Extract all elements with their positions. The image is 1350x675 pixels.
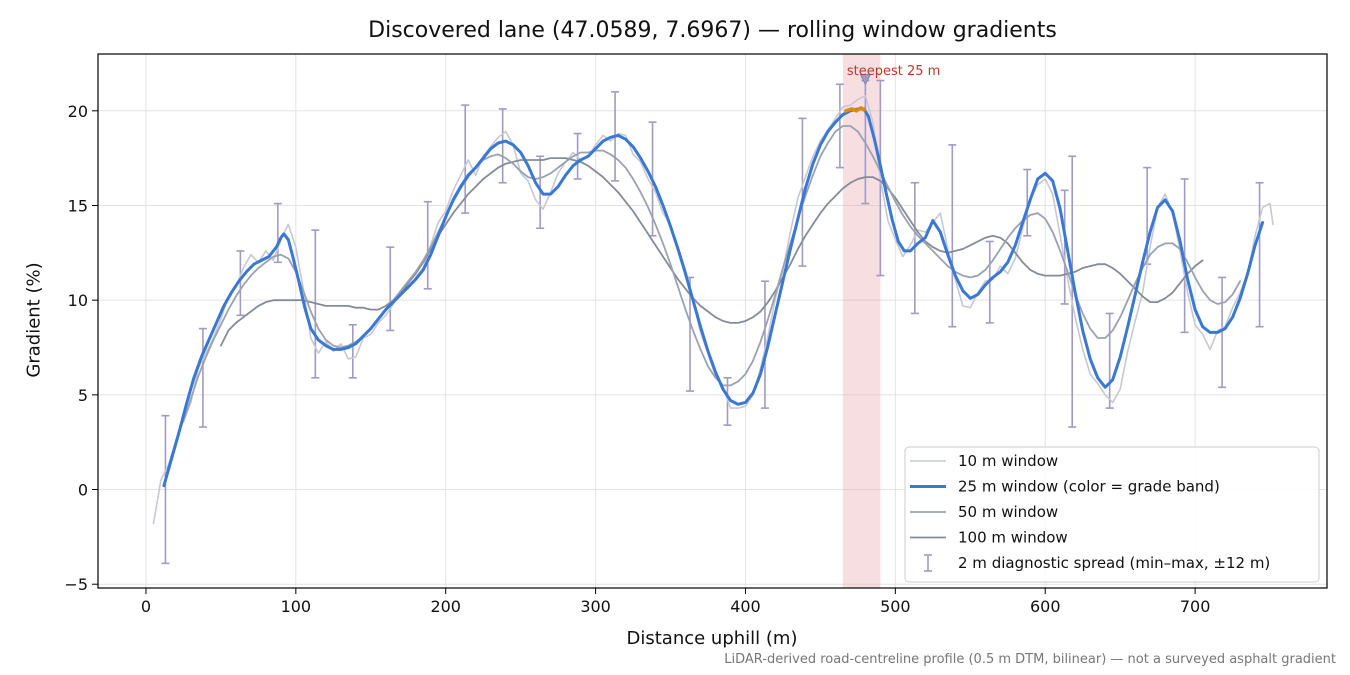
- x-tick-label: 100: [281, 597, 312, 616]
- y-tick-label: 20: [68, 102, 88, 121]
- x-tick-label: 300: [580, 597, 611, 616]
- x-tick-label: 600: [1030, 597, 1061, 616]
- y-tick-label: 15: [68, 196, 88, 215]
- y-tick-label: −5: [64, 575, 88, 594]
- x-tick-label: 200: [430, 597, 461, 616]
- y-tick-label: 0: [78, 481, 88, 500]
- steepest-label: steepest 25 m: [847, 64, 940, 79]
- plot-frame: [97, 53, 1328, 589]
- legend-label: 100 m window: [958, 529, 1068, 547]
- y-tick-label: 5: [78, 386, 88, 405]
- x-axis-label: Distance uphill (m): [626, 628, 798, 649]
- x-tick-label: 500: [880, 597, 911, 616]
- series-line-1: [162, 107, 1265, 488]
- y-tick-label: 10: [68, 291, 88, 310]
- legend-label: 10 m window: [958, 452, 1058, 470]
- steepest-segment: [844, 105, 866, 113]
- series-line-2: [182, 125, 1241, 423]
- series-group: [152, 79, 1274, 565]
- steepest-marker: [859, 74, 872, 86]
- series-line-0: [152, 94, 1274, 525]
- x-tick-label: 0: [141, 597, 151, 616]
- x-tick-label: 700: [1180, 597, 1211, 616]
- footnote: LiDAR-derived road-centreline profile (0…: [724, 652, 1336, 667]
- legend-label: 25 m window (color = grade band): [958, 478, 1220, 496]
- chart-title: Discovered lane (47.0589, 7.6967) — roll…: [368, 18, 1057, 43]
- x-tick-label: 400: [730, 597, 761, 616]
- series-line-3: [220, 157, 1204, 347]
- legend-box: [904, 446, 1320, 583]
- legend-label: 2 m diagnostic spread (min–max, ±12 m): [958, 554, 1270, 572]
- legend-label: 50 m window: [958, 503, 1058, 521]
